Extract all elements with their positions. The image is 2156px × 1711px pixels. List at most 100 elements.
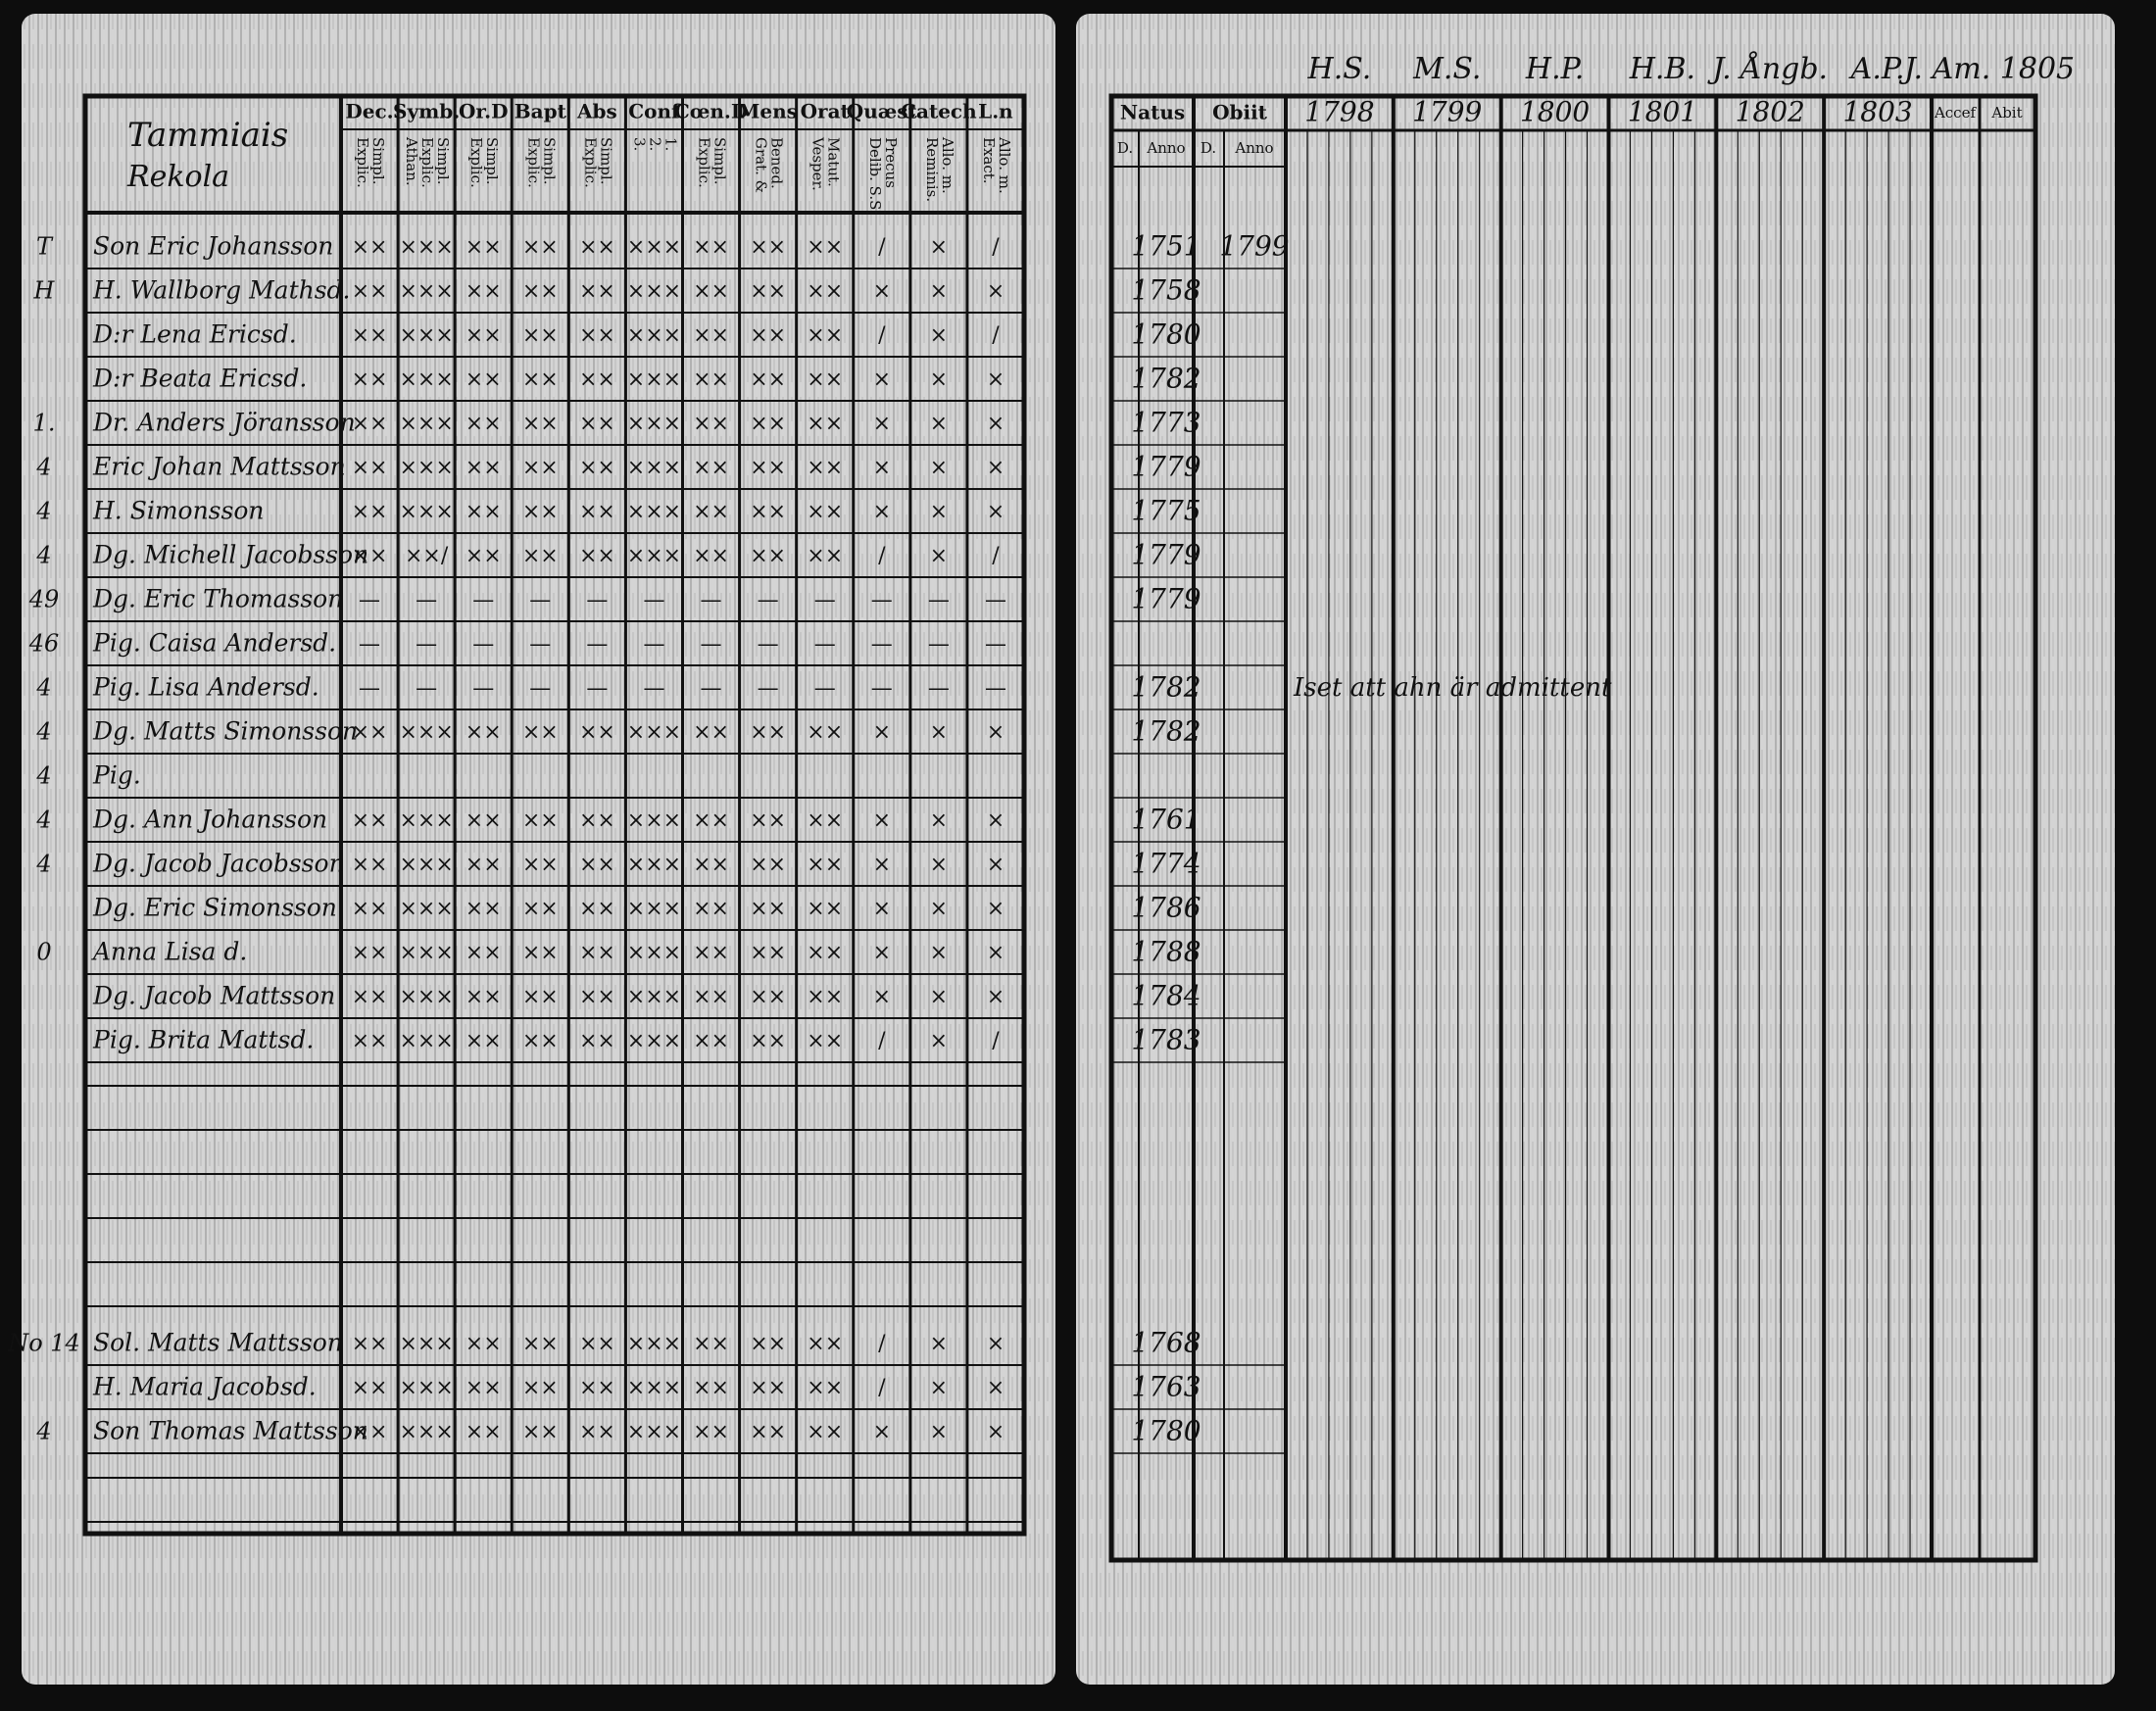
exam-mark: / [878, 544, 886, 568]
exam-mark: ××× [627, 367, 681, 392]
exam-mark: × [930, 897, 948, 921]
table-border [82, 93, 1027, 1537]
person-name: Sol. Matts Mattsson [93, 1329, 343, 1357]
exam-mark: × [873, 808, 891, 833]
column-sub: Exact. [980, 137, 998, 184]
exam-mark: ×× [352, 1029, 388, 1053]
exam-mark: — [814, 632, 836, 657]
header-note: A.P. [1848, 52, 1905, 86]
exam-mark: × [987, 808, 1004, 833]
exam-mark: — [814, 588, 836, 612]
birth-year: 1788 [1131, 936, 1200, 968]
exam-mark: ×× [750, 412, 786, 436]
exam-mark: × [873, 279, 891, 304]
person-name: Pig. [92, 761, 141, 790]
year-head: 1803 [1842, 96, 1912, 128]
exam-mark: ××× [399, 323, 453, 348]
exam-mark: ××× [399, 235, 453, 260]
exam-mark: / [992, 1029, 1000, 1053]
exam-mark: ××× [399, 853, 453, 877]
exam-mark: × [987, 941, 1004, 965]
exam-mark: ×× [352, 1332, 388, 1356]
exam-mark: ××× [627, 941, 681, 965]
exam-mark: ×× [807, 1376, 843, 1400]
exam-mark: × [987, 500, 1004, 524]
exam-mark: ×× [693, 544, 729, 568]
exam-mark: ×× [466, 941, 502, 965]
exam-mark: ××× [399, 985, 453, 1009]
exam-mark: × [987, 985, 1004, 1009]
exam-mark: ×× [522, 897, 559, 921]
column-sub: Explic. [467, 137, 485, 188]
person-name: H. Wallborg Mathsd. [92, 276, 351, 305]
exam-mark: ×× [579, 720, 615, 745]
exam-mark: ×× [522, 720, 559, 745]
exam-mark: — [359, 588, 380, 612]
death-year: 1799 [1219, 230, 1289, 263]
exam-mark: ×× [352, 412, 388, 436]
exam-mark: — [928, 676, 950, 701]
exam-mark: ×× [352, 367, 388, 392]
exam-mark: ××× [399, 367, 453, 392]
exam-mark: ×× [522, 279, 559, 304]
exam-mark: ××× [627, 985, 681, 1009]
exam-mark: ×× [750, 323, 786, 348]
right-page [1076, 14, 2115, 1685]
exam-mark: — [814, 676, 836, 701]
exam-mark: ×× [807, 544, 843, 568]
column-sub: Athan. [403, 136, 420, 186]
exam-mark: ×× [522, 1332, 559, 1356]
exam-mark: / [992, 323, 1000, 348]
exam-mark: ×× [693, 412, 729, 436]
exam-mark: ××× [399, 941, 453, 965]
exam-mark: × [930, 1376, 948, 1400]
exam-mark: ×× [750, 1029, 786, 1053]
exam-mark: ×× [579, 544, 615, 568]
person-name: Dr. Anders Jöransson [92, 409, 356, 437]
exam-mark: × [987, 279, 1004, 304]
exam-mark: — [758, 588, 779, 612]
exam-mark: ×× [693, 456, 729, 480]
column-sub: Simpl. [597, 137, 614, 184]
exam-mark: ×× [750, 941, 786, 965]
exam-mark: × [873, 853, 891, 877]
birth-year: 1779 [1131, 583, 1200, 615]
exam-mark: ××× [627, 500, 681, 524]
exam-mark: ×× [750, 853, 786, 877]
exam-mark: ×× [807, 941, 843, 965]
exam-mark: ×× [693, 1029, 729, 1053]
exam-mark: ×× [579, 941, 615, 965]
exam-mark: ×× [579, 1376, 615, 1400]
column-sub: Matut. [825, 137, 843, 187]
margin-mark: 0 [36, 939, 51, 966]
exam-mark: / [992, 235, 1000, 260]
exam-mark: × [930, 941, 948, 965]
exam-mark: ×× [522, 412, 559, 436]
column-sub: Allo. m. [996, 136, 1013, 194]
exam-mark: ××× [627, 544, 681, 568]
exam-mark: ×× [807, 456, 843, 480]
column-sub: 3. [630, 137, 648, 151]
exam-mark: × [930, 456, 948, 480]
exam-mark: ×× [750, 544, 786, 568]
exam-mark: × [873, 897, 891, 921]
exam-mark: ×× [579, 1420, 615, 1444]
exam-mark: ××× [627, 323, 681, 348]
column-sub: Explic. [524, 137, 542, 188]
exam-mark: × [987, 720, 1004, 745]
exam-mark: ×× [466, 808, 502, 833]
birth-year: 1786 [1131, 892, 1200, 924]
exam-mark: ×× [807, 412, 843, 436]
birth-year: 1779 [1131, 451, 1200, 483]
person-name: Anna Lisa d. [91, 938, 247, 966]
exam-mark: × [930, 544, 948, 568]
exam-mark: ×× [807, 1420, 843, 1444]
person-name: H. Simonsson [92, 497, 265, 525]
exam-mark: ×× [466, 456, 502, 480]
exam-mark: — [359, 676, 380, 701]
sub-head: D. [1117, 139, 1133, 157]
exam-mark: ×× [750, 235, 786, 260]
column-sub: Reminis. [923, 137, 941, 202]
exam-mark: — [871, 632, 893, 657]
